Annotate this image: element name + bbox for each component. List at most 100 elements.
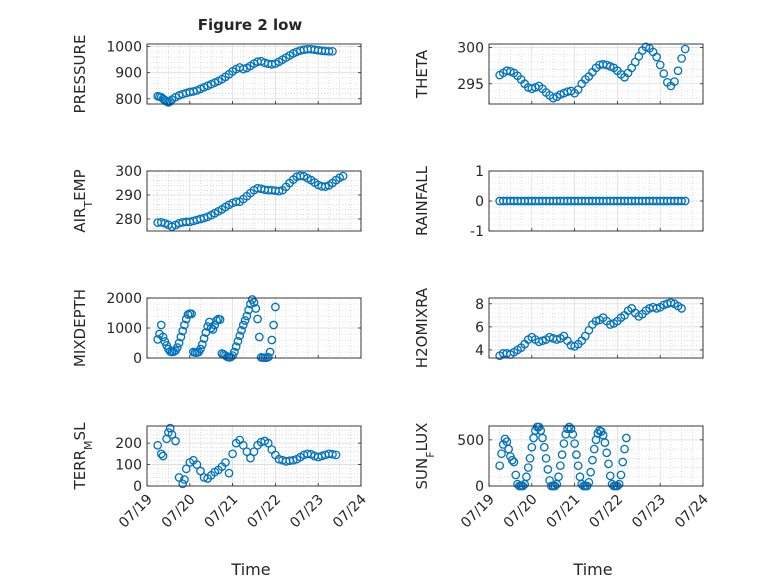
data-point xyxy=(495,461,505,471)
data-point xyxy=(192,460,202,469)
y-axis-label: H2OMIXRA xyxy=(413,287,431,368)
axes-box xyxy=(146,425,362,487)
data-series xyxy=(153,171,348,232)
data-point xyxy=(178,326,188,336)
data-point xyxy=(572,450,581,459)
y-tick-label: 100 xyxy=(115,458,142,474)
y-axis-label: PRESSURE xyxy=(71,35,89,114)
data-point xyxy=(605,471,615,481)
data-point xyxy=(507,455,517,465)
data-point xyxy=(215,315,225,324)
data-point xyxy=(614,479,624,489)
data-point xyxy=(602,448,612,458)
axes-box xyxy=(488,297,704,359)
data-point xyxy=(171,436,180,446)
subplot-mixdepth: 0 1000 2000 MIXDEPTH xyxy=(71,289,362,367)
data-point xyxy=(600,438,610,447)
data-point xyxy=(670,77,679,86)
data-point xyxy=(338,171,348,181)
y-tick-label: 0 xyxy=(133,479,142,495)
data-point xyxy=(331,450,341,460)
data-point xyxy=(677,304,686,313)
data-series xyxy=(495,42,690,103)
data-point xyxy=(187,309,196,319)
data-point xyxy=(263,352,273,362)
data-point xyxy=(589,444,599,454)
axes-box xyxy=(146,43,362,105)
data-point xyxy=(181,464,191,474)
y-tick-label: 295 xyxy=(457,77,484,93)
data-point xyxy=(228,449,237,459)
data-point xyxy=(174,473,184,482)
x-tick-label: 07/20 xyxy=(501,492,541,532)
data-point xyxy=(320,182,330,191)
data-point xyxy=(274,186,284,196)
x-tick-label: 07/21 xyxy=(544,492,584,532)
y-tick-label: 8 xyxy=(475,297,484,313)
data-point xyxy=(616,470,626,480)
data-point xyxy=(680,44,690,54)
y-tick-label: 290 xyxy=(115,188,142,204)
data-point xyxy=(230,347,239,357)
y-tick-label: 6 xyxy=(475,320,484,336)
data-point xyxy=(652,52,661,62)
data-point xyxy=(235,331,245,341)
data-point xyxy=(525,453,535,463)
data-point xyxy=(233,336,243,346)
data-point xyxy=(249,447,259,457)
data-point xyxy=(652,304,661,313)
data-point xyxy=(677,196,686,206)
data-point xyxy=(240,316,250,325)
y-tick-label: 0 xyxy=(475,194,484,210)
data-point xyxy=(563,424,572,434)
data-point xyxy=(568,429,578,439)
axes-box xyxy=(488,43,704,105)
x-tick-label: 07/22 xyxy=(244,492,284,532)
data-point xyxy=(238,320,248,330)
data-point xyxy=(328,46,337,56)
data-point xyxy=(673,66,683,76)
data-point xyxy=(172,343,182,352)
data-point xyxy=(255,332,264,342)
data-point xyxy=(324,46,334,56)
data-point xyxy=(180,320,189,330)
subplot-terr-msl: 0 100 200 07/19 07/20 07/21 07/22 07/23 07/24 TER… xyxy=(71,422,370,579)
data-series xyxy=(153,295,280,363)
subplot-sun-flux: 0 500 07/19 07/20 07/21 07/22 07/23 07/24 SUNFLU… xyxy=(413,423,712,579)
data-series xyxy=(495,298,686,361)
y-tick-label: 900 xyxy=(115,66,142,82)
subplot-rainfall: -1 0 1 RAINFALL xyxy=(413,164,704,240)
data-point xyxy=(251,304,261,313)
data-point xyxy=(620,444,629,454)
data-point xyxy=(621,433,631,443)
subplot-h2omixra: 4 6 8 H2OMIXRA xyxy=(413,287,704,368)
x-tick-label: 07/22 xyxy=(586,492,626,532)
data-point xyxy=(573,461,583,471)
x-tick-label: 07/23 xyxy=(629,492,669,532)
data-point xyxy=(263,438,273,448)
data-point xyxy=(523,463,533,472)
data-point xyxy=(541,453,551,463)
data-point xyxy=(271,302,280,312)
y-tick-label: 0 xyxy=(133,351,142,367)
data-point xyxy=(158,451,168,461)
x-tick-label: 07/23 xyxy=(287,492,327,532)
data-point xyxy=(566,424,576,434)
data-point xyxy=(174,338,184,348)
data-point xyxy=(680,196,690,206)
data-point xyxy=(511,470,521,480)
grid xyxy=(488,426,704,487)
data-point xyxy=(167,430,177,439)
data-point xyxy=(156,449,166,459)
data-series xyxy=(153,423,341,489)
subplot-theta: 295 300 THETA xyxy=(413,41,704,105)
y-tick-label: 2000 xyxy=(106,291,142,307)
data-point xyxy=(666,298,676,307)
data-point xyxy=(552,335,562,344)
data-point xyxy=(328,449,337,459)
data-point xyxy=(178,479,188,489)
y-axis-label: AIRTEMP xyxy=(71,169,95,232)
y-tick-label: 500 xyxy=(457,433,484,449)
